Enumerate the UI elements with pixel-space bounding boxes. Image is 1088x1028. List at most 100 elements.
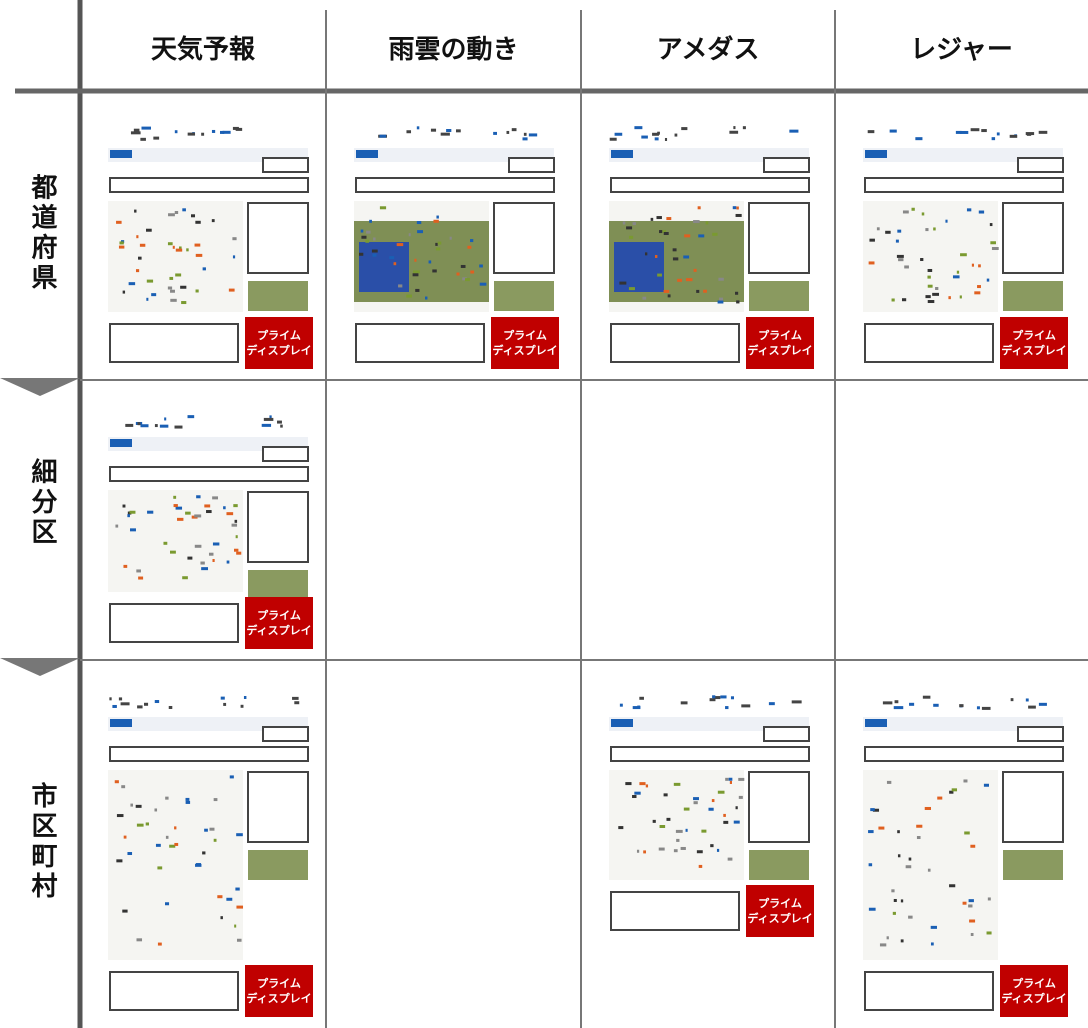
thumb-bit — [430, 128, 437, 132]
thumb-footer-box — [610, 891, 740, 931]
thumb-bit — [200, 561, 205, 565]
thumb-nav — [108, 717, 308, 731]
badge-text: ディスプレイ — [1001, 991, 1066, 1005]
thumb-bit — [194, 514, 202, 518]
badge — [491, 317, 559, 369]
thumb-bit — [170, 289, 175, 293]
thumb-ad-box — [1002, 202, 1064, 274]
thumb-bit — [460, 264, 466, 268]
thumb-bit — [125, 423, 134, 427]
thumb-bit — [895, 239, 899, 243]
thumb-bit — [174, 425, 183, 429]
thumb-bit — [922, 695, 931, 699]
thumb-bit — [187, 132, 196, 136]
thumb-bit — [195, 863, 201, 867]
thumb-bit — [222, 130, 231, 134]
thumb-bit — [609, 137, 617, 141]
thumb-bit — [127, 852, 133, 856]
thumb-bit — [455, 129, 461, 133]
thumb-bit — [696, 850, 703, 854]
thumb-bit — [949, 884, 956, 888]
thumb-bit — [916, 824, 923, 828]
thumb-bit — [134, 209, 137, 213]
thumb-nav — [354, 148, 554, 162]
thumb-bit — [897, 830, 900, 834]
thumb-nav — [609, 717, 809, 731]
thumb-photo — [749, 850, 809, 880]
thumb-bit — [876, 227, 880, 231]
thumb-bit — [211, 219, 215, 223]
badge-text: プライム — [257, 328, 301, 342]
thumb-bit — [886, 936, 889, 940]
thumb-bit — [163, 541, 168, 545]
thumb-bit — [891, 889, 895, 893]
thumb-bit — [141, 126, 151, 130]
thumb-bit — [677, 278, 683, 282]
thumb-bit — [118, 245, 125, 249]
thumb-bit — [1010, 698, 1014, 702]
thumb-bit — [894, 700, 899, 704]
thumb-bit — [179, 246, 182, 250]
thumb-bit — [882, 701, 893, 705]
thumb-bit — [174, 826, 177, 830]
thumb-bit — [294, 701, 300, 705]
thumb-bit — [130, 803, 133, 807]
thumb-bit — [674, 133, 678, 137]
thumb-bit — [878, 826, 885, 830]
thumb-bit — [662, 229, 667, 233]
thumb-bit — [930, 942, 934, 946]
thumb-nav — [863, 148, 1063, 162]
thumb-bit — [696, 289, 700, 293]
thumb-bit — [634, 791, 641, 795]
thumb-bit — [201, 132, 205, 136]
thumb-bit — [154, 808, 158, 812]
column-header: レジャー — [910, 35, 1013, 65]
thumb-bit — [137, 705, 143, 709]
thumb-bit — [889, 129, 897, 133]
thumb-bit — [243, 695, 247, 699]
thumb-bit — [202, 851, 206, 855]
badge — [245, 597, 313, 649]
thumb-bit — [733, 820, 740, 824]
thumb-bit — [619, 703, 623, 707]
thumb-bit — [966, 208, 972, 212]
thumb-bit — [123, 835, 127, 839]
thumb-bit — [167, 242, 173, 246]
thumb-bit — [933, 227, 936, 231]
thumb-banner — [864, 177, 1064, 193]
thumb-box — [763, 157, 810, 173]
thumb-box — [508, 157, 555, 173]
thumb-bit — [1038, 702, 1047, 706]
thumb-bit — [233, 504, 238, 508]
thumb-ad-box — [493, 202, 555, 274]
thumb-bit — [675, 829, 683, 833]
thumb-bit — [897, 229, 902, 233]
thumb-bit — [868, 863, 873, 867]
thumb-bit — [932, 292, 940, 296]
thumb-bit — [927, 284, 933, 288]
thumb-bit — [639, 782, 646, 786]
thumb-bit — [959, 704, 964, 708]
thumb-bit — [425, 296, 428, 300]
thumb-photo — [1003, 850, 1063, 880]
thumb-bit — [167, 286, 173, 290]
thumb-bit — [118, 697, 123, 701]
thumb-footer-box — [109, 603, 239, 643]
thumb-bit — [989, 223, 993, 227]
thumb-bit — [140, 137, 146, 141]
thumb-bit — [174, 210, 179, 214]
thumb-bit — [186, 248, 189, 252]
badge-text: ディスプレイ — [492, 343, 557, 357]
thumb-bit — [204, 828, 208, 832]
thumb-bit — [201, 567, 209, 571]
thumb-bit — [896, 254, 904, 258]
thumb-bit — [768, 702, 775, 706]
thumb-bit — [693, 801, 698, 805]
thumb-bit — [462, 277, 467, 281]
thumb-bit — [174, 130, 178, 134]
thumb-bit — [893, 706, 904, 710]
thumb-photo — [494, 281, 554, 311]
thumb-box — [763, 726, 810, 742]
thumb-bit — [470, 239, 474, 243]
thumb-ad-box — [247, 202, 309, 274]
